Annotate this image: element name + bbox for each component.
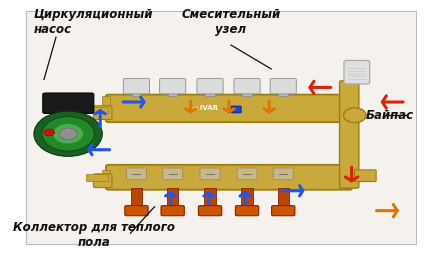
Text: Байпас: Байпас (366, 109, 414, 122)
Bar (131, 188, 142, 208)
FancyBboxPatch shape (235, 206, 259, 216)
Bar (204, 188, 216, 208)
Bar (242, 92, 252, 96)
FancyBboxPatch shape (197, 78, 223, 94)
Bar (278, 188, 289, 208)
Circle shape (34, 111, 102, 156)
Bar (102, 170, 109, 187)
FancyBboxPatch shape (340, 81, 359, 188)
Text: Циркуляционный
насос: Циркуляционный насос (34, 8, 153, 36)
Bar (167, 188, 178, 208)
Text: Смесительный
узел: Смесительный узел (181, 8, 281, 36)
Bar (86, 174, 108, 181)
FancyBboxPatch shape (354, 170, 376, 182)
Bar (86, 107, 108, 113)
Circle shape (44, 129, 54, 136)
Bar (279, 92, 288, 96)
FancyBboxPatch shape (270, 78, 296, 94)
FancyBboxPatch shape (162, 168, 183, 180)
FancyBboxPatch shape (161, 206, 184, 216)
Text: ◄ IVAR: ◄ IVAR (192, 105, 218, 111)
FancyBboxPatch shape (232, 106, 241, 113)
FancyBboxPatch shape (106, 165, 352, 190)
FancyBboxPatch shape (344, 60, 370, 84)
Text: Коллектор для теплого
пола: Коллектор для теплого пола (13, 221, 175, 249)
FancyBboxPatch shape (273, 168, 293, 180)
Circle shape (343, 108, 366, 123)
Bar (205, 92, 215, 96)
Circle shape (59, 128, 77, 140)
Circle shape (53, 124, 84, 144)
FancyBboxPatch shape (126, 168, 147, 180)
FancyBboxPatch shape (198, 206, 222, 216)
Bar (102, 96, 109, 113)
FancyBboxPatch shape (125, 206, 148, 216)
FancyBboxPatch shape (93, 174, 112, 188)
FancyBboxPatch shape (106, 95, 352, 122)
Bar (168, 92, 178, 96)
FancyBboxPatch shape (159, 78, 186, 94)
Circle shape (42, 117, 94, 151)
FancyBboxPatch shape (43, 93, 94, 113)
FancyBboxPatch shape (93, 106, 112, 120)
FancyBboxPatch shape (272, 206, 295, 216)
FancyBboxPatch shape (123, 78, 150, 94)
FancyBboxPatch shape (200, 168, 220, 180)
FancyBboxPatch shape (237, 168, 257, 180)
FancyBboxPatch shape (26, 11, 416, 244)
Bar (241, 188, 253, 208)
Bar (131, 92, 141, 96)
FancyBboxPatch shape (234, 78, 260, 94)
